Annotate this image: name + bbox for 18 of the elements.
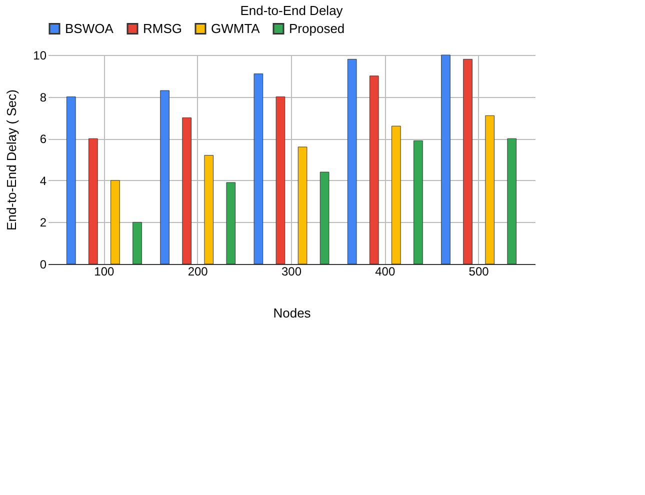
x-tick-label: 300 xyxy=(281,264,302,278)
chart-title: End-to-End Delay xyxy=(240,3,344,18)
y-tick-label: 2 xyxy=(40,216,47,230)
x-tick-label: 400 xyxy=(375,264,396,278)
legend-label: BSWOA xyxy=(65,20,114,36)
x-tick-label: 500 xyxy=(468,264,490,278)
y-tick-label: 0 xyxy=(40,258,47,272)
x-tick-label: 100 xyxy=(94,264,115,278)
y-tick-label: 8 xyxy=(40,90,47,104)
y-tick-label: 4 xyxy=(40,174,47,188)
y-tick-label: 6 xyxy=(40,132,47,146)
y-axis-title: End-to-End Delay ( Sec) xyxy=(4,90,20,230)
x-tick-label: 200 xyxy=(188,264,208,278)
legend-label: Proposed xyxy=(289,20,345,36)
x-axis-title: Nodes xyxy=(273,306,312,320)
y-tick-label: 10 xyxy=(33,48,47,62)
legend-label: RMSG xyxy=(143,20,182,36)
legend-label: GWMTA xyxy=(211,20,260,36)
